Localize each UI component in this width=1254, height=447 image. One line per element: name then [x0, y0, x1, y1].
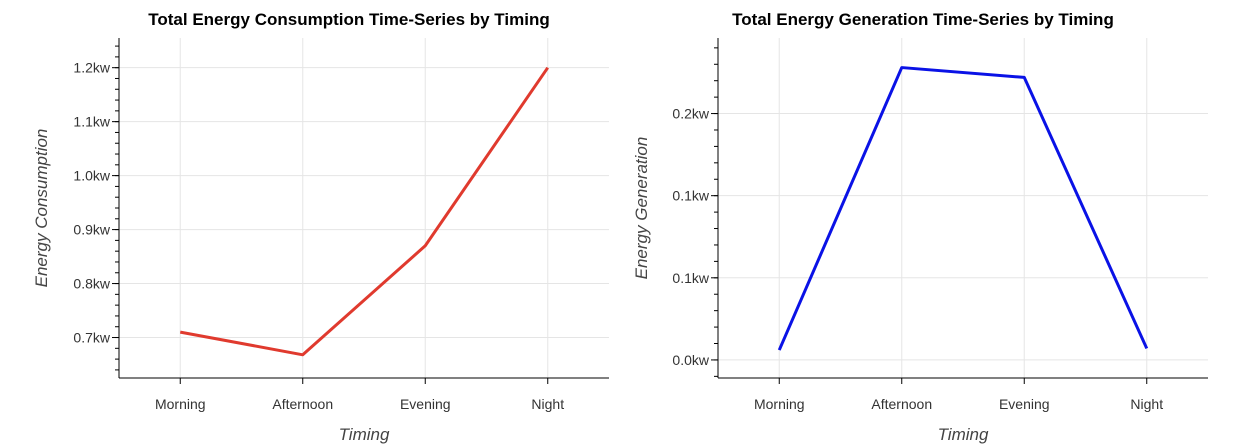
x-tick-label: Night [1130, 396, 1163, 412]
chart-panel-1: 0.7kw 0.8kw 0.9kw 1.0kw 1.1kw 1.2kw Morning Aft… [32, 10, 609, 444]
y-tick-label: 0.2kw [672, 106, 709, 122]
y-tick-label: 0.1kw [672, 188, 709, 204]
y-tick-label: 0.0kw [672, 352, 709, 368]
y-axis-label: Energy Consumption [32, 129, 51, 288]
x-axis-label: Timing [339, 425, 390, 444]
y-tick-label: 0.7kw [73, 330, 110, 346]
x-tick-label: Afternoon [272, 396, 333, 412]
x-tick-label: Afternoon [871, 396, 932, 412]
y-tick-label: 0.1kw [672, 270, 709, 286]
y-tick-label: 1.2kw [73, 60, 110, 76]
chart-title: Total Energy Consumption Time-Series by … [148, 10, 549, 29]
x-axis-label: Timing [938, 425, 989, 444]
chart-title: Total Energy Generation Time-Series by T… [732, 10, 1114, 29]
y-axis-label: Energy Generation [632, 137, 651, 280]
x-tick-label: Morning [754, 396, 805, 412]
x-tick-label: Evening [999, 396, 1050, 412]
y-tick-label: 1.1kw [73, 114, 110, 130]
chart-panel-2: 0.0kw 0.1kw 0.1kw 0.2kw Morning Afternoon Even… [632, 10, 1208, 444]
x-tick-label: Evening [400, 396, 451, 412]
y-tick-label: 0.8kw [73, 276, 110, 292]
y-tick-label: 0.9kw [73, 222, 110, 238]
x-tick-label: Morning [155, 396, 206, 412]
series-line [179, 66, 549, 357]
series-line [777, 66, 1149, 351]
y-tick-label: 1.0kw [73, 168, 110, 184]
x-tick-label: Night [531, 396, 564, 412]
